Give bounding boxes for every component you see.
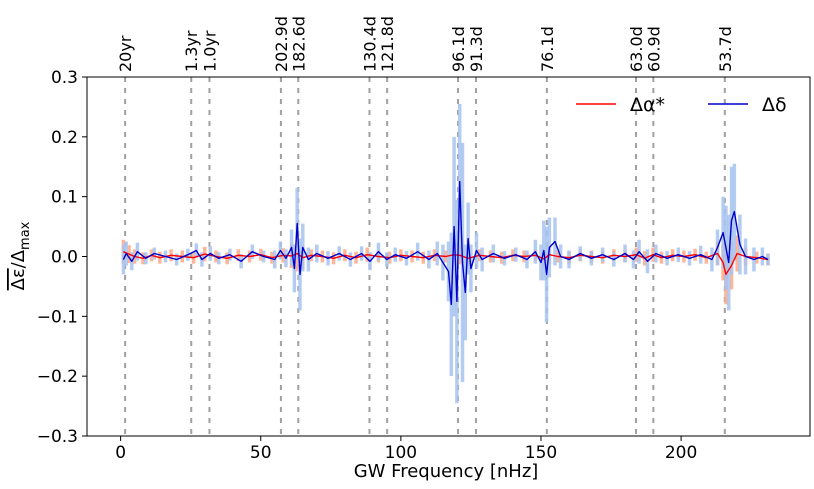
- marker-label-0: 20yr: [116, 35, 135, 72]
- plot-area: [121, 77, 770, 436]
- marker-label-9: 76.1d: [538, 26, 557, 72]
- series-line-1: [122, 180, 769, 306]
- y-axis-title: Δε/Δmax: [8, 221, 33, 290]
- marker-label-8: 91.3d: [467, 26, 486, 72]
- marker-label-2: 1.0yr: [200, 30, 219, 72]
- series-line-0: [123, 251, 769, 276]
- x-tick-label-1: 50: [250, 443, 272, 463]
- x-tick-label-3: 150: [525, 443, 557, 463]
- y-tick-label-3: 0.0: [51, 248, 78, 268]
- marker-label-11: 60.9d: [644, 26, 663, 72]
- x-tick-label-4: 200: [665, 443, 697, 463]
- x-tick-label-0: 0: [115, 443, 126, 463]
- y-tick-label-5: 0.2: [51, 128, 78, 148]
- marker-label-6: 121.8d: [378, 16, 397, 72]
- svg-text:Δε/Δmax: Δε/Δmax: [8, 221, 33, 290]
- marker-label-1: 1.3yr: [182, 30, 201, 72]
- legend-label-0: Δα*: [630, 94, 665, 116]
- marker-label-3: 202.9d: [272, 16, 291, 72]
- y-tick-label-6: 0.3: [51, 68, 78, 88]
- marker-label-12: 53.7d: [716, 26, 735, 72]
- y-tick-label-2: −0.1: [37, 307, 78, 327]
- marker-label-5: 130.4d: [360, 16, 379, 72]
- x-axis-title: GW Frequency [nHz]: [354, 461, 539, 482]
- marker-label-7: 96.1d: [449, 26, 468, 72]
- y-tick-label-4: 0.1: [51, 188, 78, 208]
- legend-label-1: Δδ: [762, 94, 787, 116]
- y-tick-label-0: −0.3: [37, 427, 78, 447]
- marker-label-10: 63.0d: [627, 26, 646, 72]
- marker-label-4: 182.6d: [289, 16, 308, 72]
- legend: Δα* Δδ: [576, 94, 787, 116]
- y-tick-label-1: −0.2: [37, 367, 78, 387]
- x-tick-label-2: 100: [385, 443, 417, 463]
